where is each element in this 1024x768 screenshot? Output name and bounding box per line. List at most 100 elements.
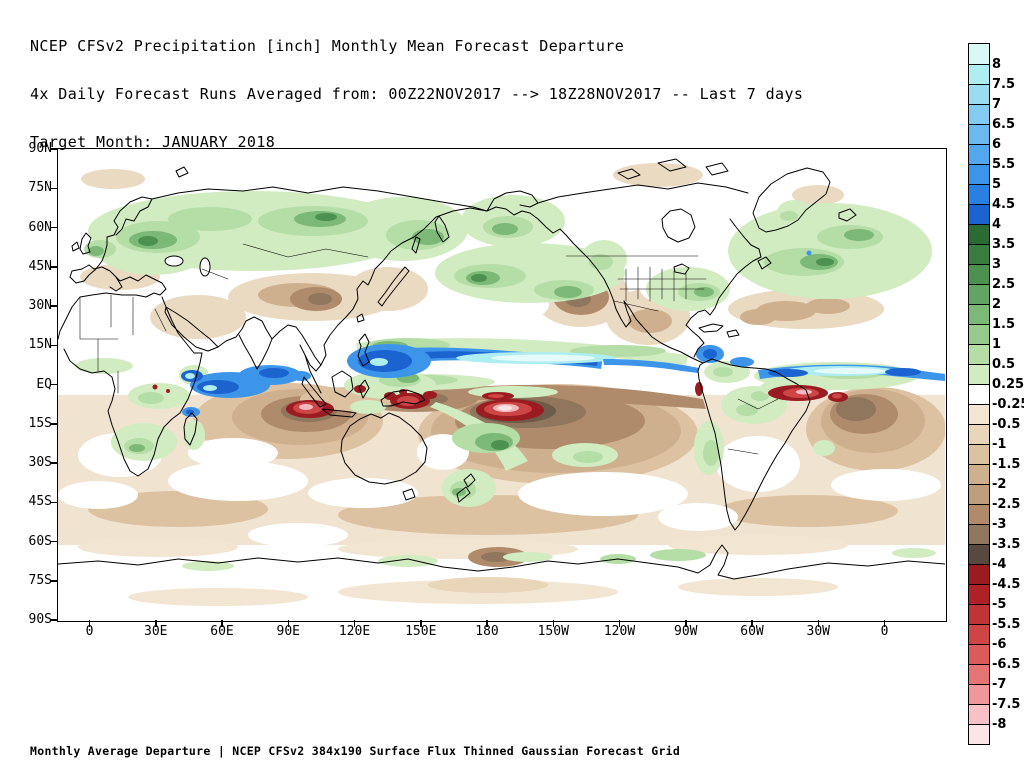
anomaly-shading: [58, 163, 945, 606]
lon-label-30W-11: 30W: [806, 624, 830, 639]
colorbar-label--5: -5: [992, 596, 1007, 612]
lat-tick: [51, 383, 58, 386]
colorbar-segment-2: [969, 84, 989, 104]
colorbar-segment-23: [969, 504, 989, 524]
colorbar-label--2: -2: [992, 476, 1007, 492]
lat-label-30N: 30N: [28, 298, 52, 313]
colorbar-label-6: 6: [992, 136, 1002, 152]
lat-label-45S: 45S: [28, 494, 52, 510]
lat-label-90S: 90S: [28, 612, 52, 627]
lon-tick: [353, 620, 356, 627]
lon-tick: [685, 620, 687, 627]
colorbar-label--7.5: -7.5: [992, 696, 1021, 712]
colorbar-segment-15: [969, 344, 989, 364]
colorbar-segment-3: [969, 104, 989, 124]
colorbar-label-2.5: 2.5: [992, 276, 1016, 292]
lat-tick: [51, 462, 58, 464]
colorbar-segment-22: [969, 484, 989, 504]
lat-tick: [51, 305, 58, 307]
lon-label-150W-7: 150W: [537, 624, 569, 639]
title-line-1: NCEP CFSv2 Precipitation [inch] Monthly …: [30, 37, 625, 55]
colorbar-segment-29: [969, 624, 989, 644]
lon-label-120W-8: 120W: [603, 624, 636, 639]
colorbar-segment-21: [969, 464, 989, 484]
lat-label-15S: 15S: [28, 415, 52, 431]
colorbar-label--6.5: -6.5: [992, 656, 1021, 672]
lat-label-EQ: EQ: [36, 376, 52, 392]
lat-tick: [51, 540, 58, 543]
colorbar-segment-11: [969, 264, 989, 284]
lat-label-75N: 75N: [28, 180, 52, 196]
colorbar-label--3.5: -3.5: [992, 536, 1021, 552]
colorbar-segment-34: [969, 724, 989, 744]
colorbar-label-1.5: 1.5: [992, 316, 1016, 332]
lat-tick: [51, 226, 58, 229]
colorbar-segment-32: [969, 684, 989, 704]
coastlines: [58, 158, 945, 580]
colorbar-segment-14: [969, 324, 989, 344]
lat-label-90N: 90N: [28, 141, 52, 156]
lon-tick: [486, 620, 488, 627]
lat-tick: [51, 148, 58, 150]
lat-tick: [51, 266, 58, 268]
colorbar-label--0.25: -0.25: [992, 396, 1024, 412]
lat-tick: [51, 423, 58, 425]
lon-label-0-0: 0: [85, 624, 94, 639]
colorbar-label-4: 4: [992, 216, 1002, 232]
lat-tick: [51, 344, 58, 346]
colorbar-label--6: -6: [992, 636, 1007, 652]
lon-tick: [88, 620, 91, 627]
lon-label-0-12: 0: [880, 624, 889, 639]
lon-tick: [817, 620, 819, 627]
colorbar-label-7.5: 7.5: [992, 76, 1016, 92]
colorbar-label--7: -7: [992, 676, 1007, 692]
colorbar-label-3: 3: [992, 256, 1002, 272]
lon-label-90E-3: 90E: [276, 624, 300, 639]
lon-label-60E-2: 60E: [210, 624, 234, 639]
lat-label-45N: 45N: [28, 258, 52, 274]
lon-label-90W-9: 90W: [674, 624, 698, 639]
lat-label-15N: 15N: [28, 337, 52, 353]
lat-tick: [51, 580, 58, 582]
lat-label-75S: 75S: [28, 572, 52, 588]
colorbar-segment-4: [969, 124, 989, 144]
lon-tick: [155, 620, 157, 627]
colorbar-segment-1: [969, 64, 989, 84]
colorbar-segment-27: [969, 584, 989, 604]
plot-title: NCEP CFSv2 Precipitation [inch] Monthly …: [30, 6, 803, 182]
lat-tick: [51, 501, 58, 503]
colorbar-label--4: -4: [992, 556, 1007, 572]
colorbar-segment-33: [969, 704, 989, 724]
lat-tick: [51, 187, 58, 189]
colorbar-label-7: 7: [992, 96, 1002, 112]
colorbar-label-4.5: 4.5: [992, 196, 1016, 212]
colorbar-label-8: 8: [992, 56, 1002, 72]
lon-label-60W-10: 60W: [740, 624, 764, 639]
colorbar-segment-6: [969, 164, 989, 184]
colorbar-segment-10: [969, 244, 989, 264]
lon-tick: [287, 620, 289, 627]
colorbar-label--2.5: -2.5: [992, 496, 1021, 512]
colorbar-label-5.5: 5.5: [992, 156, 1016, 172]
map-plot-area: [57, 148, 947, 622]
colorbar-segment-28: [969, 604, 989, 624]
colorbar-label-2: 2: [992, 296, 1002, 312]
colorbar-label--4.5: -4.5: [992, 576, 1021, 592]
title-line-2: 4x Daily Forecast Runs Averaged from: 00…: [30, 85, 804, 103]
colorbar-segment-5: [969, 144, 989, 164]
colorbar-segment-0: [969, 44, 989, 64]
colorbar: [968, 43, 990, 745]
lat-label-60S: 60S: [28, 533, 52, 549]
colorbar-segment-24: [969, 524, 989, 544]
colorbar-label-5: 5: [992, 176, 1002, 192]
lat-tick: [51, 619, 58, 621]
colorbar-segment-18: [969, 404, 989, 424]
colorbar-segment-20: [969, 444, 989, 464]
lat-label-60N: 60N: [28, 219, 52, 235]
colorbar-label-0.5: 0.5: [992, 356, 1016, 372]
colorbar-label--8: -8: [992, 716, 1007, 732]
lon-label-120E-4: 120E: [338, 624, 371, 639]
lon-tick: [552, 620, 554, 627]
colorbar-segment-19: [969, 424, 989, 444]
